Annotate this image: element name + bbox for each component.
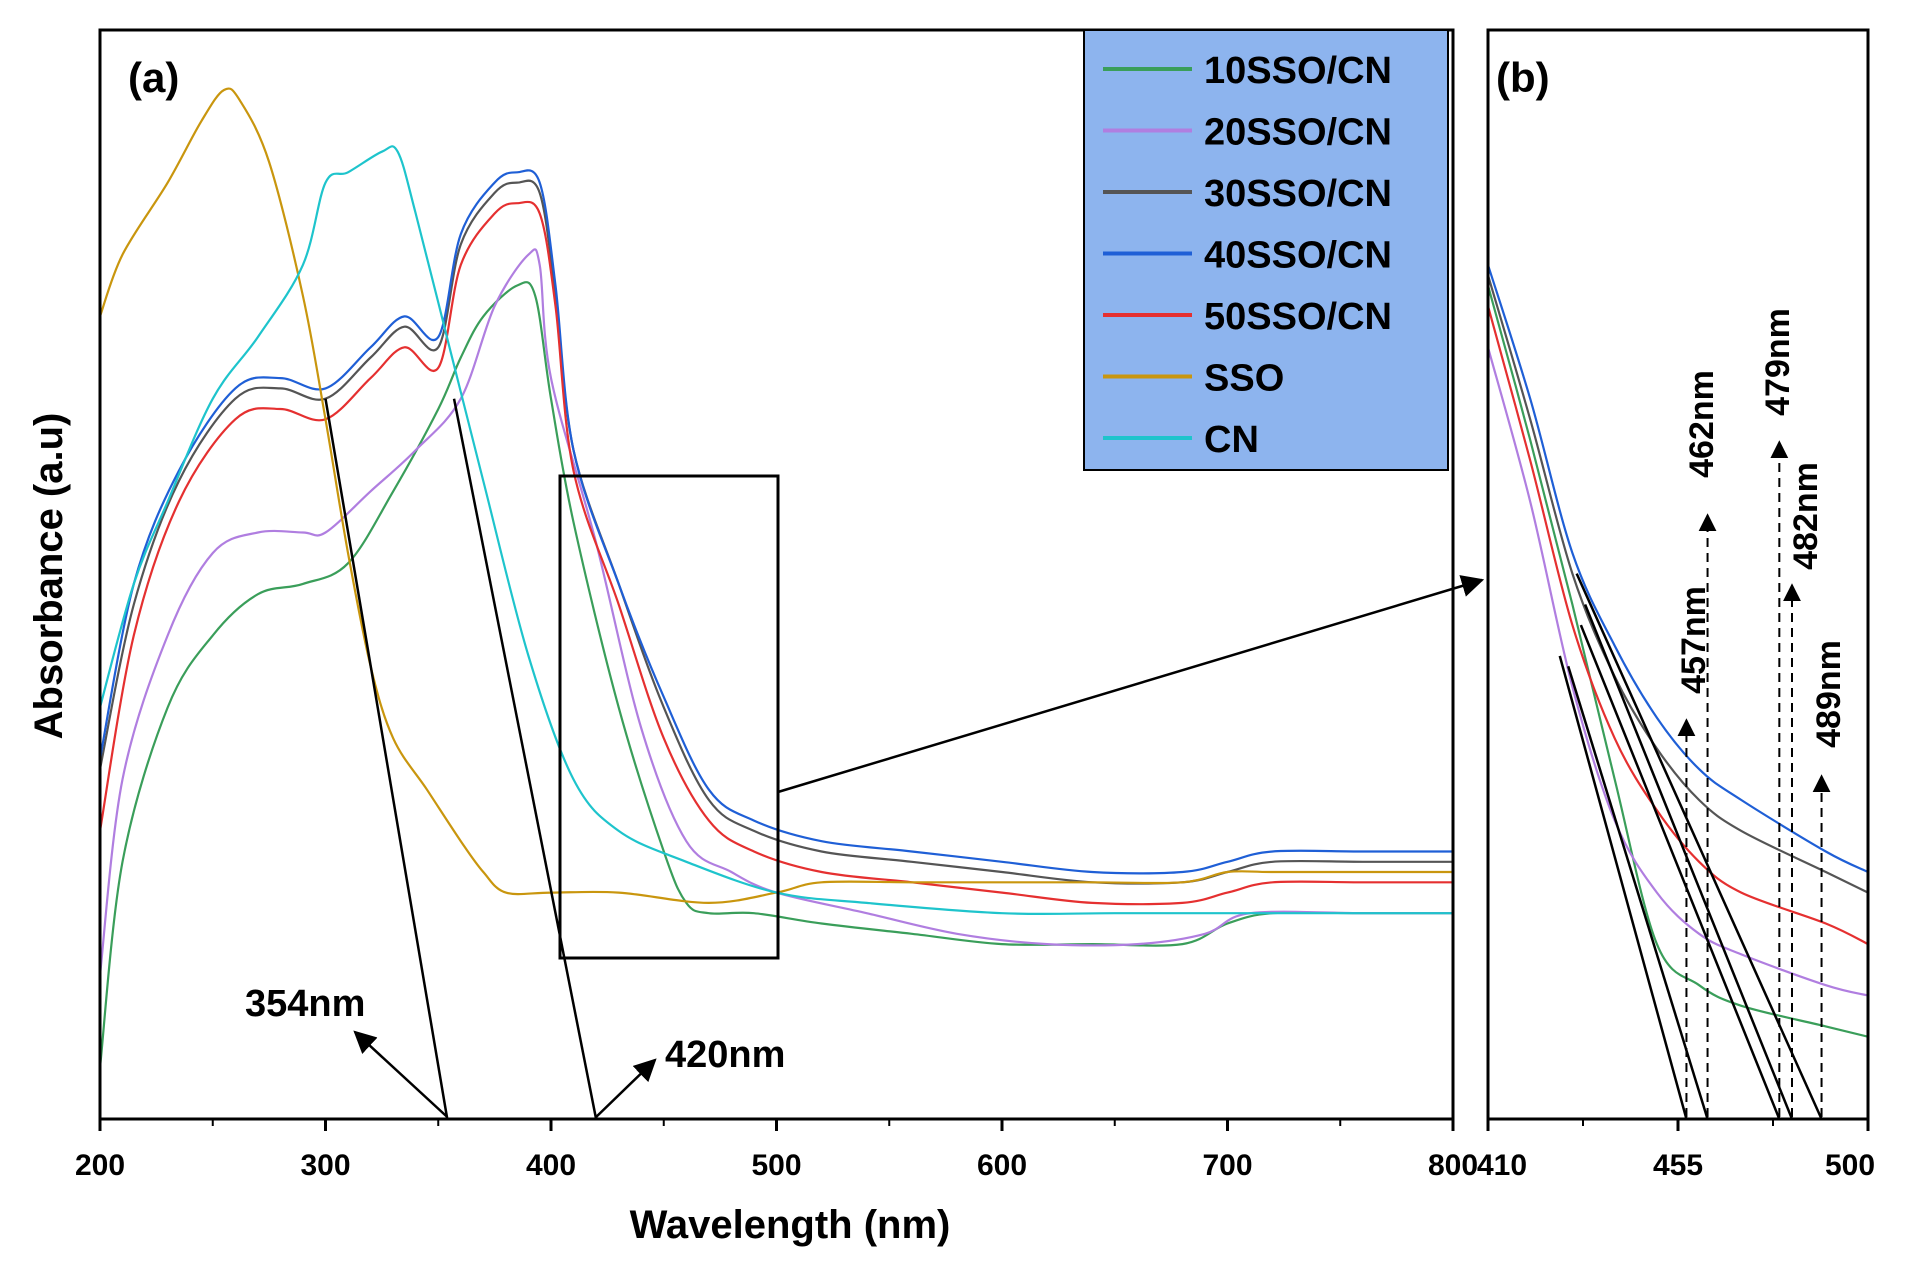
zoom-series-line-40sso-cn	[1488, 264, 1868, 873]
arrow-420nm	[595, 1058, 657, 1118]
annotation-420nm: 420nm	[665, 1034, 785, 1076]
zoom-tangent-462	[1567, 665, 1709, 1120]
series-line-sso	[100, 87, 1453, 904]
arrow-354nm	[353, 1030, 449, 1118]
zoom-tangent-479	[1579, 624, 1781, 1120]
zoom-series-line-50sso-cn	[1488, 305, 1868, 946]
panel-b-frame	[1486, 28, 1870, 1121]
axes-layer	[98, 28, 1870, 1131]
tangent-line-420	[452, 398, 598, 1120]
x-tick-label-a-200: 200	[75, 1149, 125, 1182]
x-tick-label-b-410: 410	[1477, 1149, 1527, 1182]
zoom-connector-arrow	[777, 575, 1485, 794]
zoom-annotation-489: 489nm	[1810, 640, 1848, 748]
zoom-tangent-489	[1575, 573, 1823, 1120]
zoom-series-line-30sso-cn	[1488, 274, 1868, 894]
zoom-annotation-482: 482nm	[1787, 462, 1825, 570]
series-line-10sso-cn	[100, 281, 1453, 1068]
annotation-354nm: 354nm	[245, 983, 365, 1025]
series-line-20sso-cn	[100, 248, 1453, 976]
zoom-tangent-457	[1558, 655, 1688, 1120]
legend-label-40sso-cn: 40SSO/CN	[1204, 235, 1392, 277]
annotation-layer	[324, 398, 1831, 1120]
legend-label-20sso-cn: 20SSO/CN	[1204, 112, 1392, 154]
series-layer	[100, 87, 1868, 1068]
legend: 10SSO/CN 20SSO/CN 30SSO/CN 40SSO/CN 50SSO/CN…	[1083, 29, 1449, 471]
tangent-line-354	[324, 398, 449, 1120]
zoom-annotation-479: 479nm	[1759, 308, 1797, 416]
x-tick-label-a-300: 300	[300, 1149, 350, 1182]
series-line-40sso-cn	[100, 169, 1453, 875]
series-line-cn	[100, 145, 1453, 916]
y-axis-label: Absorbance (a.u)	[27, 413, 71, 740]
x-tick-label-b-455: 455	[1653, 1149, 1703, 1182]
x-tick-label-a-800: 800	[1428, 1149, 1478, 1182]
panel-label-b: (b)	[1496, 54, 1550, 101]
legend-label-50sso-cn: 50SSO/CN	[1204, 296, 1392, 338]
x-tick-label-a-700: 700	[1202, 1149, 1252, 1182]
series-line-50sso-cn	[100, 200, 1453, 906]
zoom-annotation-457: 457nm	[1675, 586, 1713, 694]
panel-b-series	[1488, 264, 1868, 1038]
text-layer: 354nm 420nm 200 300 400 500 600 700 800 Wavelengt…	[27, 54, 1875, 1247]
legend-label-sso: SSO	[1204, 358, 1284, 400]
x-tick-label-b-500: 500	[1825, 1149, 1875, 1182]
x-axis-label: Wavelength (nm)	[630, 1203, 951, 1247]
zoom-series-line-10sso-cn	[1488, 285, 1868, 1038]
zoom-annotation-462: 462nm	[1683, 370, 1721, 478]
legend-label-30sso-cn: 30SSO/CN	[1204, 173, 1392, 215]
zoom-tangent-482	[1583, 604, 1794, 1120]
panel-a-series	[100, 87, 1453, 1068]
x-tick-label-a-500: 500	[751, 1149, 801, 1182]
zoom-series-line-20sso-cn	[1488, 347, 1868, 997]
x-tick-label-a-600: 600	[977, 1149, 1027, 1182]
x-tick-label-a-400: 400	[526, 1149, 576, 1182]
zoom-box	[558, 474, 780, 960]
panel-label-a: (a)	[128, 54, 179, 101]
legend-label-cn: CN	[1204, 419, 1259, 461]
legend-label-10sso-cn: 10SSO/CN	[1204, 50, 1392, 92]
legend-box	[1083, 29, 1449, 471]
